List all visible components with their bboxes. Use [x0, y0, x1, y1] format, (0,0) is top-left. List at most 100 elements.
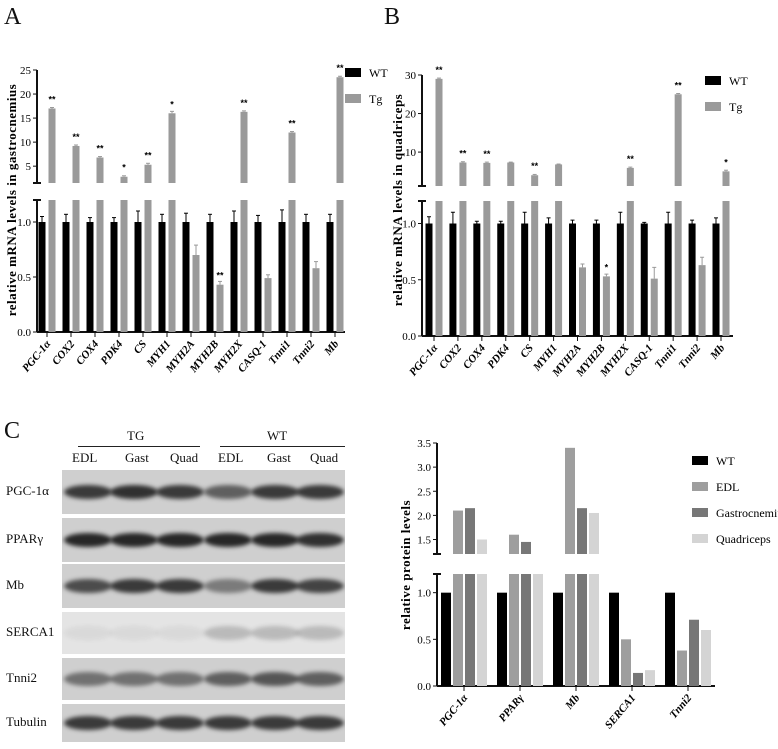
- bar-wt: [206, 222, 214, 332]
- bar-gastrocnemius-upper: [577, 508, 587, 554]
- y-tick-label: 1.5: [417, 535, 431, 547]
- blot-band: [64, 579, 112, 593]
- legend-swatch-edl: [692, 482, 708, 491]
- bar-tg-upper: [96, 157, 104, 183]
- y-tick-label: 15: [20, 113, 32, 125]
- bar-wt: [592, 223, 600, 336]
- bar-tg: [336, 200, 344, 332]
- blot-strip: [62, 658, 345, 700]
- y-tick-label: 20: [20, 89, 32, 101]
- bar-tg: [483, 201, 491, 336]
- bar-wt: [640, 223, 648, 336]
- x-tick-label: Tnni2: [667, 692, 694, 721]
- significance-mark: **: [336, 63, 344, 73]
- bar-tg-upper: [674, 94, 682, 186]
- x-tick-label: Mb: [322, 338, 342, 359]
- y-tick-label: 2.5: [417, 486, 431, 498]
- blot-row-label: SERCA1: [6, 624, 55, 639]
- blot-band: [110, 626, 158, 640]
- bar-wt: [86, 222, 94, 332]
- bar-tg: [459, 201, 467, 336]
- bar-wt: [609, 592, 619, 686]
- x-tick-label: COX2: [50, 338, 78, 368]
- bar-wt: [497, 223, 505, 336]
- y-tick-label: 1.0: [402, 219, 416, 231]
- bar-gastrocnemius-upper: [521, 541, 531, 554]
- blot-band: [156, 485, 204, 499]
- x-tick-label: Tnni1: [266, 338, 293, 367]
- blot-band: [110, 485, 158, 499]
- significance-mark: **: [48, 94, 56, 104]
- group-label-wt: WT: [267, 428, 288, 443]
- bar-tg-upper: [144, 164, 152, 183]
- x-tick-label: COX4: [74, 338, 102, 368]
- x-tick-label: CS: [131, 338, 149, 356]
- significance-mark: **: [435, 65, 443, 75]
- bar-quadriceps-upper: [477, 539, 487, 554]
- bar-tg: [698, 265, 706, 336]
- significance-mark: **: [459, 148, 467, 158]
- blot-strip: [62, 518, 345, 562]
- blot-band: [110, 672, 158, 686]
- bar-quadriceps-upper: [589, 512, 599, 554]
- y-tick-label: 5: [26, 161, 32, 173]
- y-tick-label: 0.0: [417, 681, 431, 693]
- significance-mark: **: [531, 161, 539, 171]
- bar-tg-upper: [626, 167, 634, 186]
- x-tick-label: Tnni2: [290, 338, 317, 367]
- y-tick-label: 2.0: [417, 510, 431, 522]
- bar-tg: [531, 201, 539, 336]
- blot-row-label: Tubulin: [6, 714, 47, 729]
- bar-wt: [569, 223, 576, 336]
- blot-band: [296, 579, 344, 593]
- bar-edl: [621, 639, 631, 686]
- bar-edl-upper: [565, 447, 575, 554]
- blot-band: [64, 672, 112, 686]
- bar-wt: [182, 222, 190, 332]
- blot-band: [110, 579, 158, 593]
- bar-quadriceps: [645, 670, 655, 686]
- bar-tg-upper: [531, 175, 539, 186]
- blot-band: [204, 626, 252, 640]
- bar-wt: [665, 592, 675, 686]
- bar-tg-upper: [459, 162, 467, 186]
- significance-mark: *: [122, 163, 126, 173]
- blot-band: [251, 533, 299, 547]
- bar-wt: [688, 223, 696, 336]
- bar-wt: [664, 223, 672, 336]
- bar-wt: [545, 223, 553, 336]
- bar-tg-upper: [336, 77, 344, 183]
- lane-label: EDL: [72, 450, 98, 465]
- x-tick-label: Mb: [563, 692, 583, 713]
- x-tick-label: COX2: [437, 342, 465, 372]
- legend-swatch-wt: [345, 68, 361, 77]
- y-axis-title: relative protein levels: [398, 500, 413, 630]
- blot-band: [296, 716, 344, 730]
- bar-gastrocnemius-upper: [465, 508, 475, 554]
- x-tick-label: Mb: [708, 342, 728, 363]
- bar-tg-upper: [120, 176, 128, 183]
- blot-band: [156, 579, 204, 593]
- x-tick-label: PDK4: [98, 338, 125, 367]
- y-tick-label: 1.0: [17, 217, 31, 229]
- legend-label: WT: [716, 454, 735, 468]
- blot-band: [251, 485, 299, 499]
- y-tick-label: 30: [405, 70, 417, 82]
- significance-mark: **: [216, 271, 224, 281]
- significance-mark: *: [170, 99, 174, 109]
- blot-band: [64, 626, 112, 640]
- blot-band: [64, 533, 112, 547]
- bar-wt: [326, 222, 334, 332]
- lane-label: Quad: [310, 450, 339, 465]
- x-tick-label: Tnni2: [677, 342, 704, 371]
- group-label-tg: TG: [127, 428, 145, 443]
- bar-tg-upper: [72, 145, 80, 183]
- x-tick-label: Tnni1: [653, 342, 680, 371]
- significance-mark: **: [675, 80, 683, 90]
- bar-gastrocnemius: [633, 672, 643, 686]
- bar-edl: [509, 574, 519, 686]
- y-tick-label: 10: [20, 137, 32, 149]
- bar-wt: [425, 223, 433, 336]
- x-tick-label: PGC-1α: [407, 342, 441, 379]
- bar-tg-upper: [555, 164, 563, 186]
